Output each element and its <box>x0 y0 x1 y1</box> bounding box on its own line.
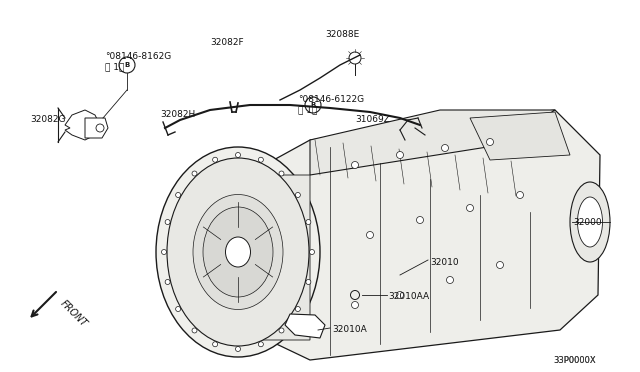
Ellipse shape <box>351 301 358 308</box>
Text: 32088E: 32088E <box>325 30 359 39</box>
Ellipse shape <box>367 231 374 238</box>
Polygon shape <box>205 110 600 360</box>
Text: 32082H: 32082H <box>160 110 195 119</box>
Polygon shape <box>205 175 310 340</box>
Ellipse shape <box>236 153 241 157</box>
Ellipse shape <box>486 138 493 145</box>
Polygon shape <box>85 118 108 138</box>
Ellipse shape <box>175 192 180 198</box>
Text: 32010AA: 32010AA <box>388 292 429 301</box>
Text: °08146-8162G
（ 1）: °08146-8162G （ 1） <box>105 52 172 71</box>
Ellipse shape <box>279 171 284 176</box>
Ellipse shape <box>225 237 250 267</box>
Ellipse shape <box>397 292 403 298</box>
Ellipse shape <box>212 342 218 347</box>
Text: 31069Z: 31069Z <box>355 115 390 124</box>
Ellipse shape <box>447 276 454 283</box>
Ellipse shape <box>193 195 283 310</box>
Text: B: B <box>310 102 316 108</box>
Text: 32010: 32010 <box>430 258 459 267</box>
Ellipse shape <box>192 171 197 176</box>
Ellipse shape <box>165 279 170 285</box>
Ellipse shape <box>417 217 424 224</box>
Ellipse shape <box>577 197 602 247</box>
Ellipse shape <box>259 157 264 162</box>
Ellipse shape <box>165 219 170 225</box>
Ellipse shape <box>279 328 284 333</box>
Polygon shape <box>470 112 570 160</box>
Ellipse shape <box>161 250 166 254</box>
Ellipse shape <box>306 279 311 285</box>
Ellipse shape <box>259 342 264 347</box>
Ellipse shape <box>192 328 197 333</box>
Ellipse shape <box>570 182 610 262</box>
Text: °08146-6122G
（ 1）: °08146-6122G （ 1） <box>298 95 364 115</box>
Ellipse shape <box>306 219 311 225</box>
Polygon shape <box>65 110 100 140</box>
Ellipse shape <box>351 161 358 169</box>
Ellipse shape <box>442 144 449 151</box>
Text: B: B <box>124 62 130 68</box>
Ellipse shape <box>397 151 403 158</box>
Ellipse shape <box>296 307 300 311</box>
Ellipse shape <box>167 158 309 346</box>
Text: 32082G: 32082G <box>30 115 65 124</box>
Ellipse shape <box>296 192 300 198</box>
Ellipse shape <box>212 157 218 162</box>
Ellipse shape <box>310 250 314 254</box>
Text: FRONT: FRONT <box>58 298 88 328</box>
Text: 32082F: 32082F <box>210 38 244 47</box>
Text: 32010A: 32010A <box>332 325 367 334</box>
Text: 33P0000X: 33P0000X <box>553 356 596 365</box>
Polygon shape <box>310 110 555 175</box>
Text: 33P0000X: 33P0000X <box>553 356 596 365</box>
Ellipse shape <box>96 124 104 132</box>
Ellipse shape <box>175 307 180 311</box>
Polygon shape <box>285 314 325 338</box>
Ellipse shape <box>516 192 524 199</box>
Ellipse shape <box>236 346 241 352</box>
Ellipse shape <box>497 262 504 269</box>
Ellipse shape <box>467 205 474 212</box>
Text: 32000: 32000 <box>573 218 602 227</box>
Ellipse shape <box>203 207 273 297</box>
Ellipse shape <box>156 147 320 357</box>
